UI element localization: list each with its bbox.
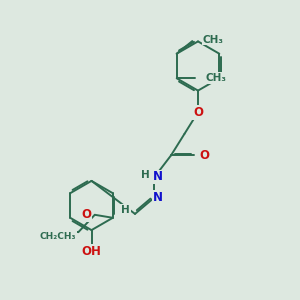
Text: N: N: [152, 170, 163, 184]
Text: O: O: [81, 208, 91, 221]
Text: H: H: [121, 205, 130, 215]
Text: H: H: [141, 169, 150, 180]
Text: O: O: [193, 106, 203, 119]
Text: CH₂CH₃: CH₂CH₃: [40, 232, 76, 241]
Text: OH: OH: [82, 245, 101, 258]
Text: CH₃: CH₃: [203, 34, 224, 45]
Text: N: N: [152, 191, 163, 204]
Text: CH₃: CH₃: [205, 73, 226, 83]
Text: O: O: [199, 149, 209, 162]
